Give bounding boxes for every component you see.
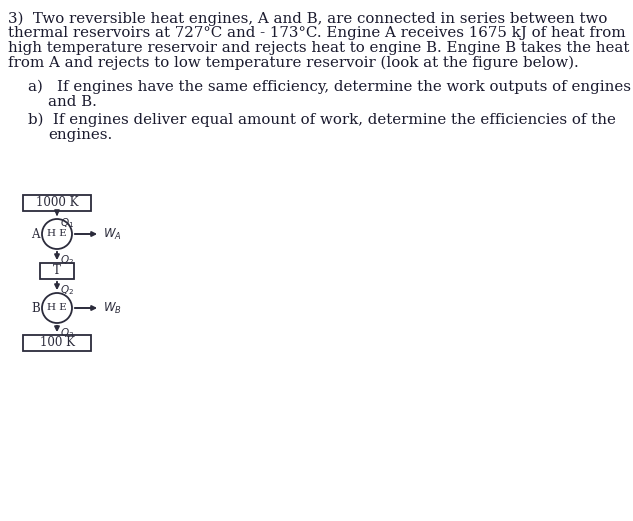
Text: $Q_1$: $Q_1$ [60,216,74,230]
Text: $Q_3$: $Q_3$ [60,326,74,340]
Text: from A and rejects to low temperature reservoir (look at the figure below).: from A and rejects to low temperature re… [8,56,579,70]
Bar [23,335,91,351]
Text: B: B [31,302,40,315]
Text: $W_B$: $W_B$ [103,301,122,316]
Text: high temperature reservoir and rejects heat to engine B. Engine B takes the heat: high temperature reservoir and rejects h… [8,41,629,55]
Text: $W_A$: $W_A$ [103,227,122,242]
Text: H E: H E [47,229,67,239]
Text: A: A [32,228,40,241]
Text: $Q_2$: $Q_2$ [60,253,74,267]
Circle shape [42,293,72,323]
Text: 1000 K: 1000 K [35,196,78,209]
Text: thermal reservoirs at 727°C and - 173°C. Engine A receives 1675 kJ of heat from: thermal reservoirs at 727°C and - 173°C.… [8,27,625,41]
Text: and B.: and B. [48,94,97,108]
Circle shape [42,219,72,249]
Text: b)  If engines deliver equal amount of work, determine the efficiencies of the: b) If engines deliver equal amount of wo… [28,113,616,128]
Text: 3)  Two reversible heat engines, A and B, are connected in series between two: 3) Two reversible heat engines, A and B,… [8,12,608,27]
Text: H E: H E [47,304,67,313]
Text: $Q_2$: $Q_2$ [60,283,74,297]
Text: engines.: engines. [48,128,112,142]
Text: T: T [53,265,61,278]
Text: 100 K: 100 K [39,337,75,350]
Text: a)   If engines have the same efficiency, determine the work outputs of engines : a) If engines have the same efficiency, … [28,80,633,94]
Bar [23,195,91,211]
Bar [40,263,74,279]
